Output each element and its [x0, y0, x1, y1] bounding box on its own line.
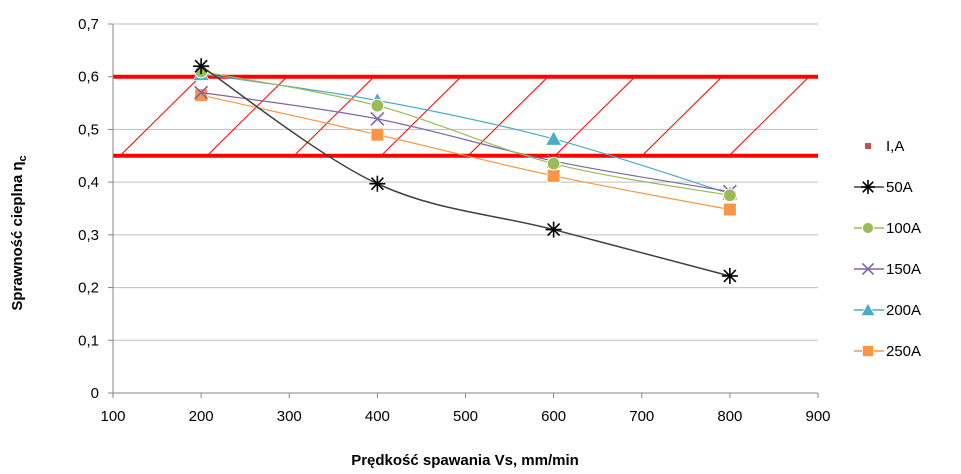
series-line	[200, 94, 730, 211]
series-line	[201, 91, 730, 193]
data-point	[723, 202, 737, 217]
data-point	[369, 175, 386, 192]
x-tick-label: 500	[453, 408, 478, 425]
x-tick-label: 300	[277, 408, 302, 425]
x-tick-label: 100	[100, 408, 125, 425]
data-point	[546, 156, 561, 171]
y-tick-label: 0,6	[78, 69, 99, 86]
band-hatch	[113, 76, 818, 156]
legend-item-250A: 250A	[854, 343, 921, 360]
legend-marker	[860, 302, 876, 317]
x-tick-label: 800	[717, 408, 742, 425]
grid-lines	[113, 23, 818, 341]
x-tick-label: 200	[189, 408, 214, 425]
y-tick-labels: 0 0,1 0,2 0,3 0,4 0,5 0,6 0,7	[78, 16, 99, 402]
data-point	[194, 85, 209, 100]
x-tick-label: 900	[805, 408, 830, 425]
x-tick-label: 400	[365, 408, 390, 425]
legend: I,A 50A 100A 150A 200A 250A	[854, 138, 921, 360]
y-tick-label: 0,2	[78, 280, 99, 297]
y-tick-label: 0,7	[78, 16, 99, 33]
data-point	[546, 169, 561, 183]
legend-label: 50A	[886, 179, 913, 196]
legend-marker	[862, 344, 875, 357]
data-point	[721, 267, 738, 284]
data-series	[192, 58, 739, 284]
legend-item-200A: 200A	[854, 302, 921, 319]
series-line	[201, 73, 731, 195]
y-axis-title-main: Sprawność cieplna η	[9, 161, 26, 310]
y-tick-label: 0	[91, 385, 99, 402]
x-axis-title: Prędkość spawania Vs, mm/min	[351, 452, 579, 469]
data-point	[545, 221, 562, 238]
y-axis-title: Sprawność cieplna ηc	[9, 155, 29, 310]
legend-item-150A: 150A	[854, 261, 921, 278]
hatch-line	[728, 76, 810, 156]
x-tick-label: 600	[541, 408, 566, 425]
legend-label: 250A	[886, 343, 921, 360]
y-tick-label: 0,5	[78, 121, 99, 138]
target-band	[113, 74, 818, 158]
legend-title-swatch	[865, 143, 871, 149]
series-50A	[193, 58, 738, 284]
hatch-line	[815, 153, 818, 156]
axes	[108, 23, 819, 398]
data-point	[370, 127, 385, 142]
legend-label: 150A	[886, 261, 921, 278]
series-250A	[194, 88, 737, 217]
legend-title-item: I,A	[865, 138, 904, 155]
series-100A	[194, 64, 737, 203]
y-tick-label: 0,4	[78, 174, 99, 191]
legend-marker	[861, 180, 875, 194]
data-point	[544, 130, 563, 146]
x-tick-labels: 100 200 300 400 500 600 700 800 900	[100, 408, 830, 425]
legend-marker	[861, 262, 875, 276]
data-point	[370, 111, 385, 126]
hatch-line	[206, 76, 288, 156]
legend-label: 100A	[886, 220, 921, 237]
y-axis-title-subscript: c	[17, 155, 29, 161]
series-150A	[194, 85, 737, 199]
data-point	[722, 188, 737, 203]
data-point	[194, 88, 208, 102]
hatch-line	[113, 76, 114, 78]
legend-marker	[861, 221, 875, 235]
series-line	[201, 70, 730, 196]
hatch-line	[380, 76, 462, 156]
hatch-line	[554, 76, 636, 156]
x-tick-label: 700	[629, 408, 654, 425]
data-point	[370, 98, 385, 113]
y-tick-label: 0,1	[78, 332, 99, 349]
legend-item-50A: 50A	[854, 179, 913, 196]
series-line	[200, 65, 731, 277]
hatch-line	[467, 76, 549, 156]
hatch-line	[641, 76, 723, 156]
data-point	[193, 58, 210, 75]
legend-item-100A: 100A	[854, 220, 921, 237]
y-tick-label: 0,3	[78, 227, 99, 244]
legend-title: I,A	[886, 138, 904, 155]
hatch-line	[119, 76, 201, 156]
legend-label: 200A	[886, 302, 921, 319]
